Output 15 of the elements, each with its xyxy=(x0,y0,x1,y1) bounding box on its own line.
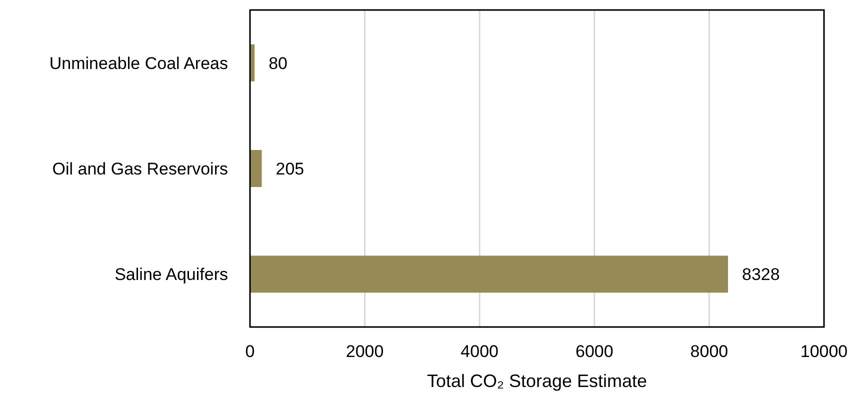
data-label: 205 xyxy=(276,159,304,178)
y-tick-label: Oil and Gas Reservoirs xyxy=(52,159,228,178)
y-tick-label: Unmineable Coal Areas xyxy=(49,54,228,73)
x-tick-label: 6000 xyxy=(575,342,614,361)
x-tick-label: 4000 xyxy=(460,342,499,361)
data-label: 80 xyxy=(268,54,288,73)
x-tick-label: 0 xyxy=(245,342,255,361)
x-tick-label: 8000 xyxy=(690,342,728,361)
x-tick-label: 10000 xyxy=(800,342,848,361)
y-tick-label: Saline Aquifers xyxy=(114,265,228,284)
x-axis-title: Total CO₂ Storage Estimate xyxy=(426,371,648,391)
bar xyxy=(250,150,262,187)
data-label: 8328 xyxy=(742,265,780,284)
bar xyxy=(250,256,728,293)
x-tick-label: 2000 xyxy=(346,342,384,361)
